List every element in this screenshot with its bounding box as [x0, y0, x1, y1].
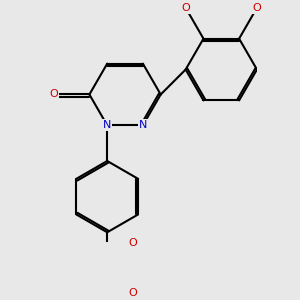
Text: N: N [139, 120, 147, 130]
Text: O: O [181, 3, 190, 13]
Text: O: O [50, 89, 58, 100]
Text: O: O [253, 3, 261, 13]
Text: O: O [128, 288, 137, 298]
Text: N: N [103, 120, 111, 130]
Text: O: O [128, 238, 137, 248]
